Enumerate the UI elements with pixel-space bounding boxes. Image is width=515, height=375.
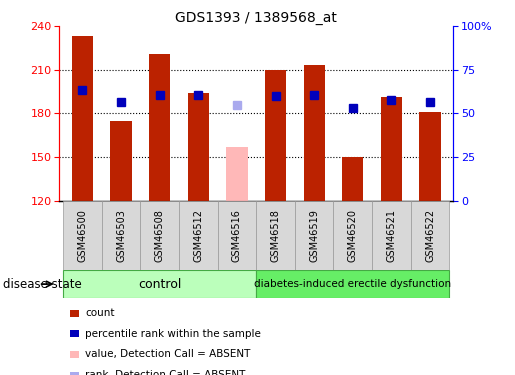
Bar xyxy=(410,201,449,270)
Text: GSM46508: GSM46508 xyxy=(154,209,165,262)
Bar xyxy=(372,201,410,270)
Bar xyxy=(265,70,286,201)
Text: GSM46521: GSM46521 xyxy=(386,209,397,262)
Text: GSM46520: GSM46520 xyxy=(348,209,358,262)
Bar xyxy=(63,201,102,270)
Bar xyxy=(256,201,295,270)
Bar xyxy=(217,201,256,270)
Text: GSM46500: GSM46500 xyxy=(77,209,88,262)
Text: GSM46503: GSM46503 xyxy=(116,209,126,262)
Bar xyxy=(256,270,449,298)
Text: control: control xyxy=(138,278,181,291)
Bar xyxy=(72,36,93,201)
Bar xyxy=(140,201,179,270)
Text: percentile rank within the sample: percentile rank within the sample xyxy=(85,329,261,339)
Bar xyxy=(110,121,132,201)
Text: GSM46516: GSM46516 xyxy=(232,209,242,262)
Bar xyxy=(63,270,256,298)
Bar xyxy=(295,201,334,270)
Bar xyxy=(419,112,441,201)
Bar xyxy=(102,201,140,270)
Text: GSM46522: GSM46522 xyxy=(425,209,435,262)
Bar xyxy=(149,54,170,201)
Text: count: count xyxy=(85,308,114,318)
Text: rank, Detection Call = ABSENT: rank, Detection Call = ABSENT xyxy=(85,370,245,375)
Bar xyxy=(342,157,364,201)
Text: diabetes-induced erectile dysfunction: diabetes-induced erectile dysfunction xyxy=(254,279,451,289)
Text: value, Detection Call = ABSENT: value, Detection Call = ABSENT xyxy=(85,350,250,359)
Text: GSM46512: GSM46512 xyxy=(193,209,203,262)
Bar xyxy=(187,93,209,201)
Text: GSM46518: GSM46518 xyxy=(270,209,281,262)
Bar xyxy=(381,98,402,201)
Text: GSM46519: GSM46519 xyxy=(309,209,319,262)
Title: GDS1393 / 1389568_at: GDS1393 / 1389568_at xyxy=(175,11,337,25)
Bar xyxy=(179,201,217,270)
Bar xyxy=(334,201,372,270)
Bar xyxy=(303,66,325,201)
Text: disease state: disease state xyxy=(3,278,81,291)
Bar xyxy=(226,147,248,201)
